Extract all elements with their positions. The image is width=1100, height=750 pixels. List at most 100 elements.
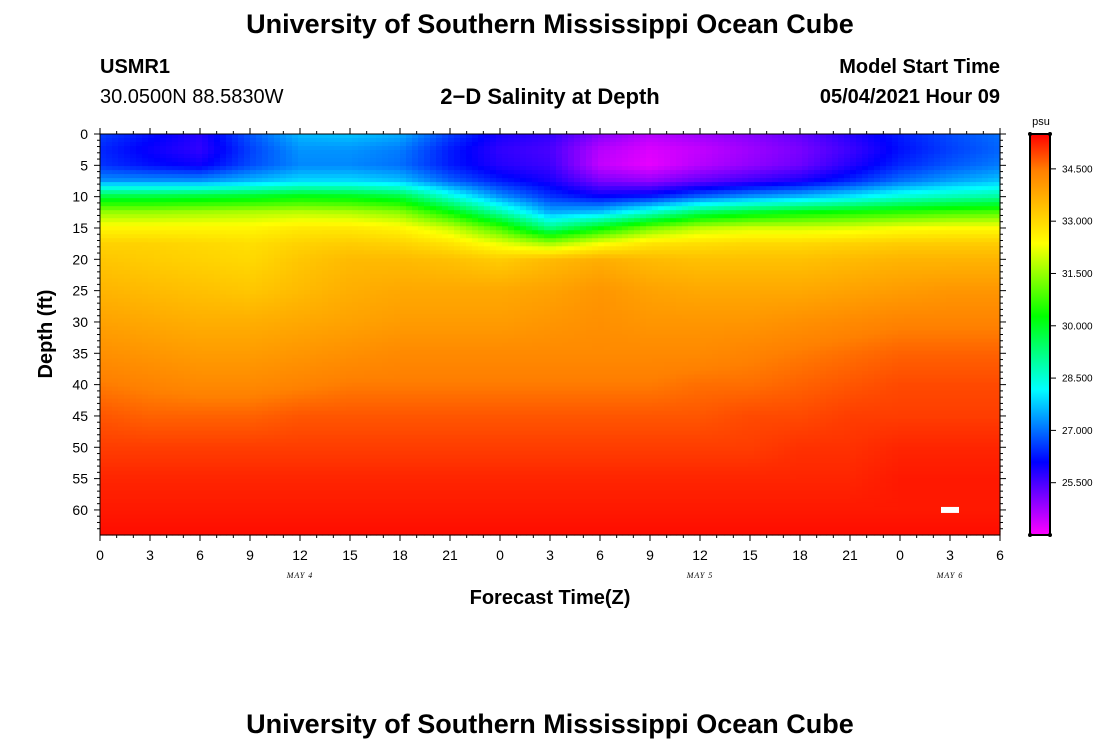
heatmap-cell: [292, 530, 299, 536]
heatmap-cell: [154, 530, 161, 536]
heatmap-cell: [382, 250, 389, 255]
heatmap-cell: [208, 134, 215, 139]
heatmap-cell: [262, 490, 269, 496]
heatmap-cell: [388, 390, 395, 396]
heatmap-cell: [160, 522, 167, 528]
heatmap-cell: [364, 154, 371, 159]
heatmap-cell: [376, 378, 383, 384]
heatmap-cell: [238, 318, 245, 324]
heatmap-cell: [370, 314, 377, 320]
heatmap-cell: [160, 198, 167, 203]
heatmap-cell: [310, 514, 317, 520]
heatmap-cell: [178, 270, 185, 275]
heatmap-cell: [322, 294, 329, 300]
heatmap-cell: [376, 138, 383, 143]
heatmap-cell: [106, 242, 113, 247]
heatmap-cell: [382, 354, 389, 360]
heatmap-cell: [370, 466, 377, 472]
heatmap-cell: [334, 318, 341, 324]
heatmap-cell: [358, 338, 365, 344]
heatmap-cell: [196, 182, 203, 187]
heatmap-cell: [232, 158, 239, 163]
heatmap-cell: [166, 210, 173, 215]
heatmap-cell: [148, 518, 155, 524]
heatmap-cell: [268, 254, 275, 259]
heatmap-cell: [202, 434, 209, 440]
heatmap-cell: [148, 370, 155, 376]
heatmap-cell: [136, 270, 143, 275]
heatmap-cell: [340, 526, 347, 532]
heatmap-cell: [250, 198, 257, 203]
heatmap-cell: [142, 414, 149, 420]
heatmap-cell: [250, 426, 257, 432]
heatmap-cell: [112, 154, 119, 159]
heatmap-cell: [220, 134, 227, 139]
heatmap-cell: [382, 390, 389, 396]
heatmap-cell: [298, 502, 305, 508]
heatmap-cell: [112, 430, 119, 436]
heatmap-cell: [376, 482, 383, 488]
heatmap-cell: [304, 390, 311, 396]
heatmap-cell: [292, 514, 299, 520]
heatmap-cell: [100, 250, 107, 255]
heatmap-cell: [208, 146, 215, 151]
heatmap-cell: [334, 374, 341, 380]
heatmap-cell: [124, 250, 131, 255]
heatmap-cell: [280, 178, 287, 183]
heatmap-cell: [358, 190, 365, 195]
heatmap-cell: [184, 278, 191, 283]
heatmap-cell: [106, 182, 113, 187]
heatmap-cell: [304, 434, 311, 440]
heatmap-cell: [280, 182, 287, 187]
heatmap-cell: [352, 238, 359, 243]
heatmap-cell: [262, 358, 269, 364]
heatmap-cell: [124, 258, 131, 263]
heatmap-cell: [208, 338, 215, 344]
heatmap-cell: [226, 254, 233, 259]
heatmap-cell: [154, 430, 161, 436]
heatmap-cell: [136, 526, 143, 532]
heatmap-cell: [250, 222, 257, 227]
heatmap-cell: [214, 318, 221, 324]
heatmap-cell: [334, 326, 341, 332]
heatmap-cell: [316, 398, 323, 404]
heatmap-cell: [382, 286, 389, 291]
heatmap-cell: [166, 518, 173, 524]
heatmap-cell: [178, 282, 185, 287]
heatmap-cell: [316, 218, 323, 223]
heatmap-cell: [292, 170, 299, 175]
heatmap-cell: [364, 142, 371, 147]
heatmap-cell: [286, 310, 293, 316]
heatmap-cell: [382, 470, 389, 476]
heatmap-cell: [358, 394, 365, 400]
heatmap-cell: [124, 486, 131, 492]
heatmap-cell: [190, 494, 197, 500]
heatmap-cell: [130, 142, 137, 147]
heatmap-cell: [376, 410, 383, 416]
heatmap-cell: [160, 470, 167, 476]
heatmap-cell: [142, 190, 149, 195]
heatmap-cell: [130, 162, 137, 167]
heatmap-cell: [388, 298, 395, 304]
heatmap-cell: [100, 170, 107, 175]
heatmap-cell: [178, 510, 185, 516]
heatmap-cell: [298, 186, 305, 191]
heatmap-cell: [118, 454, 125, 460]
heatmap-cell: [328, 330, 335, 336]
heatmap-cell: [166, 390, 173, 396]
heatmap-cell: [166, 178, 173, 183]
heatmap-cell: [334, 466, 341, 472]
heatmap-cell: [160, 378, 167, 384]
heatmap-cell: [352, 326, 359, 332]
heatmap-cell: [304, 142, 311, 147]
heatmap-cell: [358, 226, 365, 231]
heatmap-cell: [352, 362, 359, 368]
heatmap-cell: [262, 266, 269, 271]
heatmap-cell: [340, 510, 347, 516]
heatmap-cell: [388, 218, 395, 223]
heatmap-cell: [340, 438, 347, 444]
heatmap-cell: [250, 262, 257, 267]
heatmap-cell: [250, 154, 257, 159]
heatmap-cell: [130, 318, 137, 324]
heatmap-cell: [334, 162, 341, 167]
